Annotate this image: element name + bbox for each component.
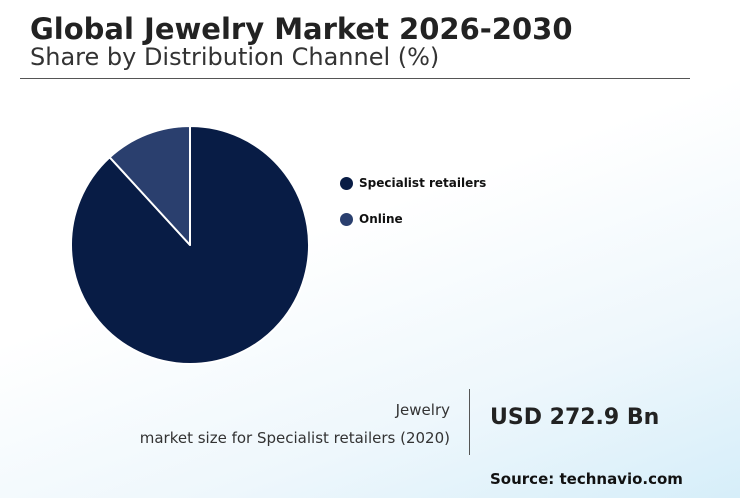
market-caption-line2: market size for Specialist retailers (20… [139, 429, 450, 447]
legend-swatch [340, 176, 353, 190]
legend: Specialist retailers Online [340, 174, 486, 246]
pie-slice-online [108, 125, 191, 246]
chart-title: Global Jewelry Market 2026-2030 [30, 12, 573, 46]
legend-label: Specialist retailers [359, 176, 487, 190]
pie-slice-specialist-retailers [70, 125, 310, 365]
source-label: Source: technavio.com [490, 470, 683, 488]
chart-subtitle: Share by Distribution Channel (%) [30, 43, 440, 71]
legend-item-online: Online [340, 210, 486, 228]
footer-divider [469, 389, 470, 455]
market-size-value: USD 272.9 Bn [490, 405, 660, 430]
legend-item-specialist-retailers: Specialist retailers [340, 174, 486, 192]
legend-label: Online [359, 212, 403, 226]
market-caption-line1: Jewelry [395, 401, 450, 419]
legend-swatch [340, 212, 353, 226]
pie-chart [70, 125, 310, 365]
title-divider [20, 78, 690, 79]
